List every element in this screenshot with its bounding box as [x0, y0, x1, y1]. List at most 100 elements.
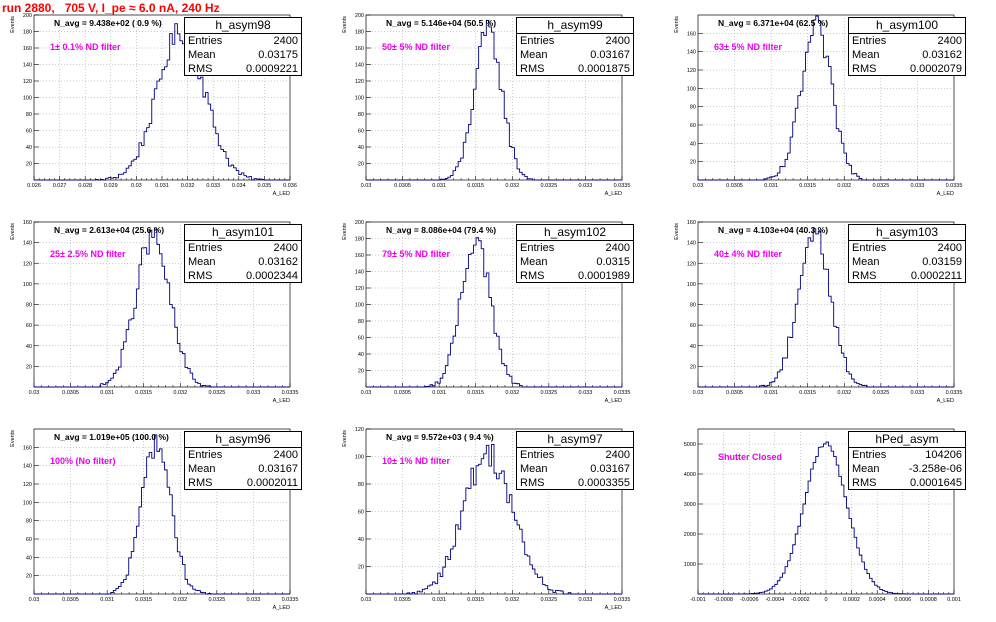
stats-mean-row: Mean 0.03167 [188, 462, 298, 476]
y-tick-label: 40 [690, 344, 696, 350]
x-tick-label: 0.032 [173, 390, 187, 396]
stats-rms-row: RMS 0.0002011 [188, 476, 298, 490]
stats-box: h_asym99 Entries 2400 Mean 0.03167 RMS 0.00018… [516, 17, 634, 76]
x-tick-label: 0.03 [361, 183, 372, 189]
x-axis-label: A_LED [937, 398, 954, 404]
y-tick-label: 140 [23, 241, 32, 247]
x-tick-label: 0.031 [764, 390, 778, 396]
x-tick-label: 0.0315 [467, 183, 484, 189]
x-tick-label: 0.0315 [799, 390, 816, 396]
stats-rms-row: RMS 0.0001645 [852, 476, 962, 490]
n-avg-label: N_avg = 4.103e+04 (40.3 %) [718, 225, 829, 235]
stats-entries-row: Entries 2400 [188, 34, 298, 48]
x-tick-label: 0.028 [78, 183, 92, 189]
histogram-panel-h_asym99: 0.03 0.0305 0.031 0.0315 0.032 0.0325 0.033 0.0… [332, 0, 664, 207]
x-tick-label: -0.001 [690, 597, 706, 603]
y-tick-label: 160 [355, 253, 364, 259]
stats-hist-name: h_asym100 [849, 18, 965, 34]
x-tick-label: 0.031 [100, 597, 114, 603]
stats-box: h_asym101 Entries 2400 Mean 0.03162 RMS 0.0002… [184, 224, 302, 283]
stats-mean-key: Mean [852, 463, 880, 475]
n-avg-label: N_avg = 9.572e+03 ( 9.4 %) [386, 432, 494, 442]
stats-entries-value: 2400 [273, 242, 298, 254]
y-tick-label: 60 [26, 129, 32, 135]
stats-hist-name: hPed_asym [849, 432, 965, 448]
stats-hist-name: h_asym101 [185, 225, 301, 241]
y-tick-label: 60 [358, 510, 364, 516]
y-axis-label: Events [342, 430, 348, 447]
stats-mean-value: 0.03167 [590, 49, 630, 61]
stats-entries-key: Entries [188, 35, 223, 47]
x-tick-label: 0.0325 [872, 390, 889, 396]
n-avg-label: N_avg = 1.019e+05 (100.0 %) [54, 432, 169, 442]
y-tick-label: 160 [355, 46, 364, 52]
y-tick-label: 120 [355, 286, 364, 292]
stats-entries-row: Entries 2400 [852, 34, 962, 48]
x-tick-label: 0.03 [29, 597, 40, 603]
histogram-line [366, 19, 622, 181]
y-tick-label: 60 [358, 129, 364, 135]
x-tick-label: 0.03 [29, 390, 40, 396]
y-tick-label: 160 [23, 445, 32, 451]
stats-entries-key: Entries [520, 242, 555, 254]
y-tick-label: 120 [23, 482, 32, 488]
x-tick-label: 0.0315 [135, 390, 152, 396]
stats-entries-row: Entries 104206 [852, 448, 962, 462]
histogram-panel-h_asym100: 0.03 0.0305 0.031 0.0315 0.032 0.0325 0.033 0.0… [664, 0, 996, 207]
n-avg-label: N_avg = 9.438e+02 ( 0.9 %) [54, 18, 162, 28]
stats-box: h_asym96 Entries 2400 Mean 0.03167 RMS 0.00020… [184, 431, 302, 490]
stats-entries-value: 2400 [273, 35, 298, 47]
y-tick-label: 180 [23, 30, 32, 36]
x-tick-label: 0.03 [361, 390, 372, 396]
y-tick-label: 40 [358, 352, 364, 358]
stats-rms-value: 0.0009221 [246, 63, 298, 75]
x-tick-label: 0.03 [361, 597, 372, 603]
y-axis-label: Events [342, 16, 348, 33]
histogram-panel-h_asym103: 0.03 0.0305 0.031 0.0315 0.032 0.0325 0.033 0.0… [664, 207, 996, 414]
x-tick-label: 0.031 [155, 183, 169, 189]
x-tick-label: 0.033 [911, 183, 925, 189]
x-tick-label: 0.032 [837, 183, 851, 189]
y-tick-label: 2000 [684, 532, 696, 538]
stats-mean-key: Mean [852, 256, 880, 268]
x-axis-label: A_LED [605, 191, 622, 197]
histogram-panel-h_asym97: 0.03 0.0305 0.031 0.0315 0.032 0.0325 0.033 0.0… [332, 414, 664, 621]
stats-entries-key: Entries [852, 35, 887, 47]
y-tick-label: 100 [355, 303, 364, 309]
x-tick-label: 0.032 [173, 597, 187, 603]
n-avg-label: N_avg = 6.371e+04 (62.5 %) [718, 18, 829, 28]
y-tick-label: 100 [23, 500, 32, 506]
stats-rms-value: 0.0002079 [910, 63, 962, 75]
y-tick-label: 140 [355, 63, 364, 69]
stats-rms-row: RMS 0.0009221 [188, 62, 298, 76]
y-tick-label: 200 [355, 13, 364, 19]
y-tick-label: 120 [687, 261, 696, 267]
x-tick-label: 0.035 [258, 183, 272, 189]
x-tick-label: 0.026 [27, 183, 41, 189]
y-tick-label: 200 [355, 220, 364, 226]
stats-rms-value: 0.0003355 [578, 477, 630, 489]
x-tick-label: 0.032 [181, 183, 195, 189]
y-tick-label: 20 [358, 369, 364, 375]
histogram-line [698, 441, 954, 595]
histogram-line [34, 434, 290, 595]
filter-label: 63± 5% ND filter [714, 42, 782, 52]
y-tick-label: 40 [358, 537, 364, 543]
histogram-plot: 0.03 0.0305 0.031 0.0315 0.032 0.0325 0.033 0.0… [342, 13, 630, 197]
y-tick-label: 80 [358, 319, 364, 325]
stats-mean-key: Mean [188, 463, 216, 475]
x-tick-label: 0.034 [232, 183, 246, 189]
x-tick-label: 0.0335 [282, 390, 299, 396]
x-tick-label: 0.032 [505, 597, 519, 603]
histogram-line [366, 444, 622, 595]
y-axis-label: Events [674, 16, 680, 33]
stats-mean-value: 0.03167 [258, 463, 298, 475]
x-tick-label: 0.033 [579, 183, 593, 189]
filter-label: 10± 1% ND filter [382, 456, 450, 466]
x-tick-label: 0.033 [247, 390, 261, 396]
y-tick-label: 140 [687, 241, 696, 247]
histogram-line [698, 15, 954, 181]
stats-box: h_asym97 Entries 2400 Mean 0.03167 RMS 0.00033… [516, 431, 634, 490]
x-tick-label: 0.031 [432, 597, 446, 603]
x-tick-label: 0.0002 [843, 597, 860, 603]
